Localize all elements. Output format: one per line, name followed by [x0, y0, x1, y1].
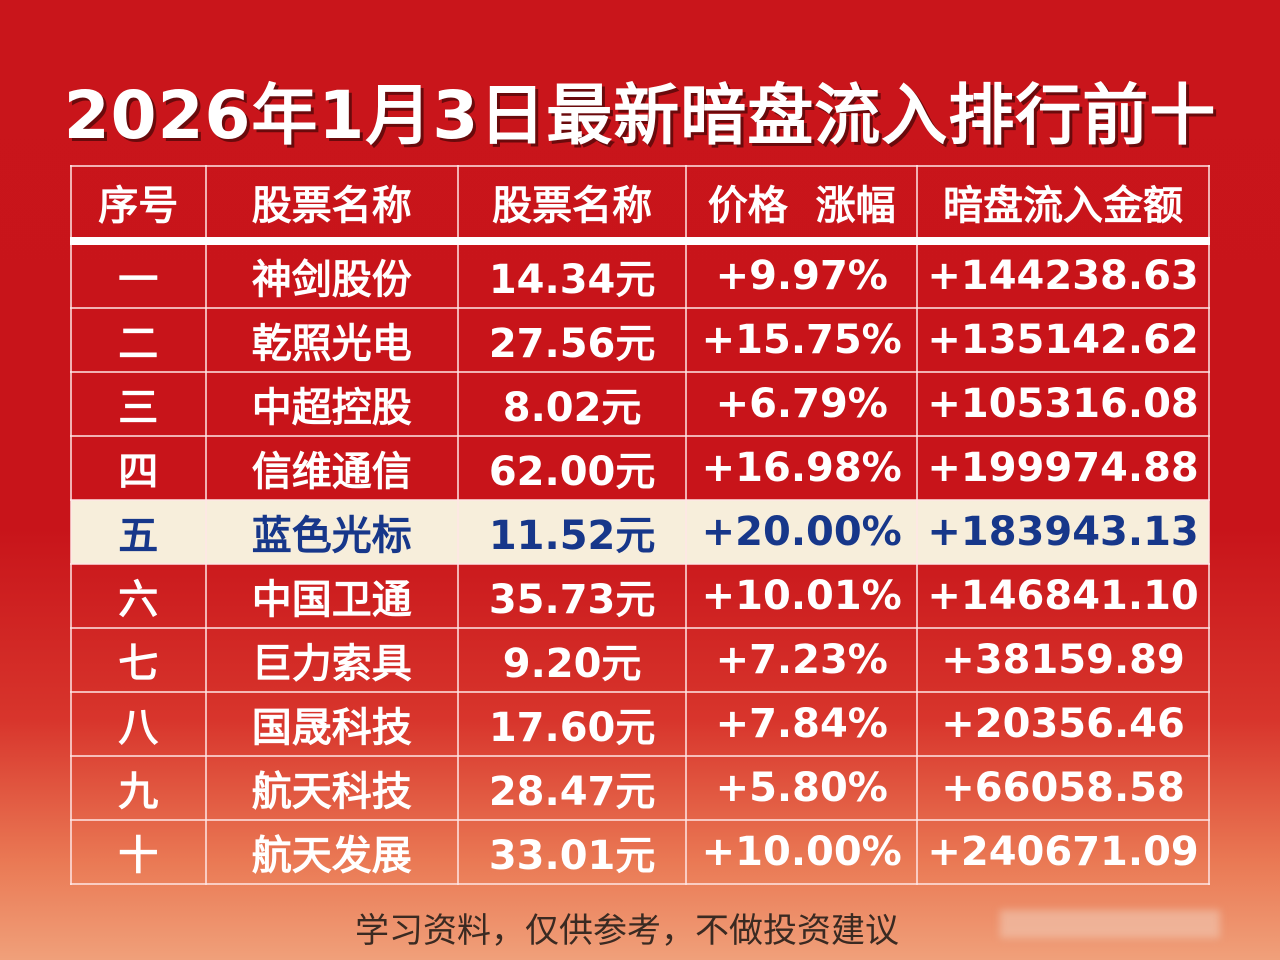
cell-price: 9.20元 — [456, 627, 688, 693]
cell-stock-name: 神剑股份 — [204, 240, 459, 309]
cell-inflow-amount: +240671.09 — [916, 819, 1210, 885]
cell-price: 35.73元 — [456, 563, 688, 629]
header-price: 股票名称 — [456, 165, 688, 245]
table-row: 十航天发展 33.01元 +10.00% +240671.09 — [70, 819, 1210, 885]
cell-index: 五 — [70, 499, 207, 565]
disclaimer: 学习资料，仅供参考，不做投资建议 — [355, 911, 899, 951]
cell-price: 27.56元 — [456, 307, 688, 373]
cell-change: +20.00% — [685, 499, 919, 565]
cell-change: +7.84% — [685, 691, 919, 757]
cell-inflow-amount: +146841.10 — [916, 563, 1210, 629]
header-index: 序号 — [70, 165, 207, 245]
cell-price: 33.01元 — [456, 819, 688, 885]
cell-inflow-amount: +66058.58 — [916, 755, 1210, 821]
cell-index: 九 — [70, 755, 207, 821]
cell-change: +16.98% — [685, 435, 919, 501]
table-row: 九航天科技 28.47元 +5.80% +66058.58 — [70, 755, 1210, 821]
table-row: 二乾照光电 27.56元 +15.75% +135142.62 — [70, 307, 1210, 373]
cell-inflow-amount: +199974.88 — [916, 435, 1210, 501]
ranking-table: 序号 股票名称 股票名称 价格 涨幅 暗盘流入金额 一神剑股份 14.34元 +9.97% +… — [70, 165, 1210, 885]
cell-index: 三 — [70, 371, 207, 437]
table-row: 五蓝色光标 11.52元 +20.00% +183943.13 — [70, 499, 1210, 565]
table-row: 八国晟科技 17.60元 +7.84% +20356.46 — [70, 691, 1210, 757]
header-stock-name: 股票名称 — [204, 165, 459, 245]
cell-stock-name: 乾照光电 — [204, 307, 459, 373]
cell-inflow-amount: +135142.62 — [916, 307, 1210, 373]
cell-change: +5.80% — [685, 755, 919, 821]
table-row: 三中超控股 8.02元 +6.79% +105316.08 — [70, 371, 1210, 437]
header-row: 序号 股票名称 股票名称 价格 涨幅 暗盘流入金额 — [70, 165, 1210, 245]
watermark — [1000, 910, 1220, 938]
table-row: 七巨力索具 9.20元 +7.23% +38159.89 — [70, 627, 1210, 693]
cell-stock-name: 巨力索具 — [204, 627, 459, 693]
header-change: 价格 涨幅 — [685, 165, 919, 245]
cell-index: 六 — [70, 563, 207, 629]
cell-index: 八 — [70, 691, 207, 757]
page-title: 2026年1月3日最新暗盘流入排行前十 — [63, 77, 1217, 154]
cell-index: 二 — [70, 307, 207, 373]
cell-price: 17.60元 — [456, 691, 688, 757]
cell-change: +7.23% — [685, 627, 919, 693]
cell-stock-name: 中国卫通 — [204, 563, 459, 629]
cell-inflow-amount: +105316.08 — [916, 371, 1210, 437]
cell-stock-name: 蓝色光标 — [204, 499, 459, 565]
cell-price: 28.47元 — [456, 755, 688, 821]
cell-price: 11.52元 — [456, 499, 688, 565]
cell-inflow-amount: +144238.63 — [916, 240, 1210, 309]
cell-change: +10.01% — [685, 563, 919, 629]
cell-index: 十 — [70, 819, 207, 885]
cell-stock-name: 国晟科技 — [204, 691, 459, 757]
cell-price: 62.00元 — [456, 435, 688, 501]
cell-index: 七 — [70, 627, 207, 693]
table-row: 六中国卫通 35.73元 +10.01% +146841.10 — [70, 563, 1210, 629]
cell-stock-name: 航天发展 — [204, 819, 459, 885]
table-row: 一神剑股份 14.34元 +9.97% +144238.63 — [70, 240, 1210, 309]
cell-index: 一 — [70, 240, 207, 309]
cell-change: +15.75% — [685, 307, 919, 373]
cell-inflow-amount: +38159.89 — [916, 627, 1210, 693]
cell-stock-name: 航天科技 — [204, 755, 459, 821]
header-inflow-amount: 暗盘流入金额 — [916, 165, 1210, 245]
cell-price: 8.02元 — [456, 371, 688, 437]
table-row: 四信维通信 62.00元 +16.98% +199974.88 — [70, 435, 1210, 501]
cell-stock-name: 信维通信 — [204, 435, 459, 501]
cell-stock-name: 中超控股 — [204, 371, 459, 437]
cell-change: +9.97% — [685, 240, 919, 309]
cell-inflow-amount: +183943.13 — [916, 499, 1210, 565]
cell-index: 四 — [70, 435, 207, 501]
cell-price: 14.34元 — [456, 240, 688, 309]
cell-inflow-amount: +20356.46 — [916, 691, 1210, 757]
cell-change: +6.79% — [685, 371, 919, 437]
cell-change: +10.00% — [685, 819, 919, 885]
